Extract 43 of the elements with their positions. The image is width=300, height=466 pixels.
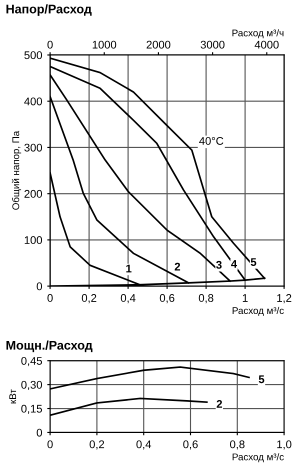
x-tick-label: 0,4 xyxy=(120,294,136,304)
x-tick-label: 0,2 xyxy=(90,440,104,450)
x2-axis-title: Расход м³/ч xyxy=(232,29,284,38)
y-tick-label: 0,30 xyxy=(21,380,42,390)
y-axis-title: кВт xyxy=(9,389,16,404)
y-tick-label: 500 xyxy=(24,51,42,60)
y-tick-label: 0 xyxy=(36,428,42,437)
x2-tick-label: 1000 xyxy=(92,40,116,49)
x-tick-label: 1 xyxy=(242,294,248,302)
x2-tick-label: 3000 xyxy=(200,40,225,49)
x2-tick-label: 0 xyxy=(47,40,53,49)
y-tick-label: 0,15 xyxy=(21,404,42,414)
y-tick-label: 400 xyxy=(24,97,42,106)
x-tick-label: 0,2 xyxy=(82,294,96,304)
x-tick-label: 0,6 xyxy=(183,440,198,450)
y-tick-label: 0 xyxy=(36,282,42,290)
y-tick-label: 0,45 xyxy=(21,356,42,366)
x-tick-label: 1,0 xyxy=(277,440,292,450)
x-tick-label: 0 xyxy=(47,440,53,448)
x-tick-label: 0,4 xyxy=(136,440,152,450)
x-tick-label: 1,2 xyxy=(277,294,292,304)
x-axis-title: Расход м³/с xyxy=(232,306,284,316)
series-label: 5 xyxy=(250,258,256,266)
y-tick-label: 200 xyxy=(24,190,42,198)
series-label: 5 xyxy=(258,375,264,384)
x-axis-title: Расход м³/с xyxy=(232,453,284,462)
x2-tick-label: 2000 xyxy=(146,40,170,49)
series-label: 1 xyxy=(126,264,132,272)
annotation: 40°C xyxy=(199,136,224,145)
y-tick-label: 100 xyxy=(24,236,42,244)
chart-title: Мощн./Расход xyxy=(6,340,92,352)
series-label: 4 xyxy=(231,260,238,268)
y-axis-title: Общий напор, Па xyxy=(12,130,22,210)
x-tick-label: 0 xyxy=(47,294,53,302)
series-label: 3 xyxy=(216,260,222,269)
x-tick-label: 0,8 xyxy=(230,440,245,450)
series-label: 2 xyxy=(174,262,180,270)
chart-title: Напор/Расход xyxy=(6,4,92,16)
y-tick-label: 300 xyxy=(24,144,42,152)
x2-tick-label: 4000 xyxy=(254,40,279,49)
series-label: 2 xyxy=(216,400,222,408)
x-tick-label: 0,8 xyxy=(198,294,214,304)
x-tick-label: 0,6 xyxy=(160,294,174,304)
